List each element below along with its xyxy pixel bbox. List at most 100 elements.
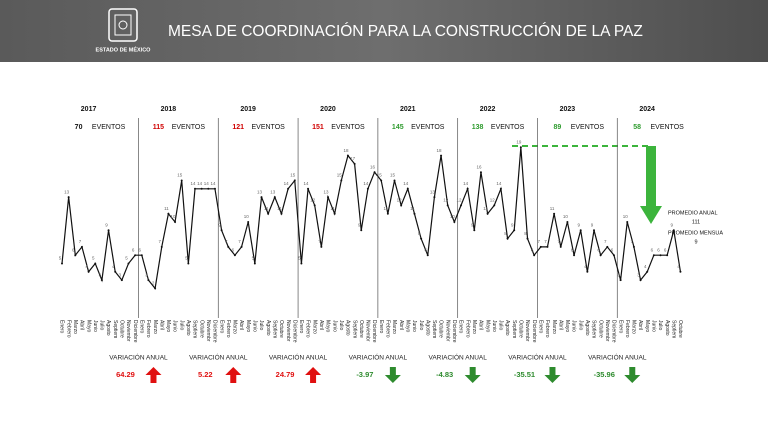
- value-label: 6: [597, 247, 600, 252]
- data-point: [440, 154, 443, 157]
- data-point: [140, 254, 143, 257]
- x-tick-label: Septiem: [511, 320, 517, 338]
- value-label: 15: [290, 173, 296, 178]
- data-point: [632, 245, 635, 248]
- data-point: [287, 187, 290, 190]
- arrow-up: [145, 367, 162, 383]
- value-label: 9: [671, 222, 674, 227]
- data-point: [167, 212, 170, 215]
- x-tick-label: Mayo: [644, 320, 650, 332]
- value-label: 7: [158, 239, 161, 244]
- x-tick-label: Noviembr: [365, 320, 371, 342]
- data-point: [433, 196, 436, 199]
- data-point: [646, 270, 649, 273]
- data-point: [413, 212, 416, 215]
- year-label: 2023: [560, 106, 576, 113]
- variation-value: -4.83: [436, 370, 453, 379]
- value-label: 6: [424, 247, 427, 252]
- x-tick-label: Julio: [657, 320, 663, 331]
- value-label: 14: [284, 181, 290, 186]
- x-tick-label: Agosto: [345, 320, 351, 336]
- data-point: [154, 287, 157, 290]
- value-label: 3: [145, 272, 148, 277]
- data-point: [666, 254, 669, 257]
- x-tick-label: Enero: [218, 320, 224, 334]
- value-label: 12: [310, 198, 316, 203]
- data-point: [260, 196, 263, 199]
- data-point: [373, 171, 376, 174]
- x-tick-label: Enero: [537, 320, 543, 334]
- year-label: 2017: [81, 106, 97, 113]
- data-point: [180, 179, 183, 182]
- data-point: [273, 196, 276, 199]
- variation-label: VARIACIÓN ANUAL: [349, 353, 408, 362]
- value-label: 14: [190, 181, 196, 186]
- value-label: 6: [664, 247, 667, 252]
- value-label: 16: [370, 164, 376, 169]
- value-label: 11: [277, 206, 282, 211]
- value-label: 8: [418, 231, 421, 236]
- data-point: [380, 179, 383, 182]
- value-label: 5: [252, 256, 255, 261]
- data-point: [499, 187, 502, 190]
- data-point: [652, 254, 655, 257]
- data-point: [579, 229, 582, 232]
- value-label: 13: [270, 189, 276, 194]
- data-point: [280, 212, 283, 215]
- data-point: [240, 245, 243, 248]
- value-label: 6: [571, 247, 574, 252]
- data-point: [586, 270, 589, 273]
- x-tick-label: Mayo: [325, 320, 331, 332]
- data-point: [573, 254, 576, 257]
- data-point: [533, 254, 536, 257]
- data-point: [386, 212, 389, 215]
- x-tick-label: Abril: [318, 320, 324, 330]
- x-tick-label: Marzo: [232, 320, 238, 334]
- x-tick-label: Noviembr: [444, 320, 450, 342]
- x-tick-label: Septiem: [112, 320, 118, 338]
- x-tick-label: Diciembre: [451, 320, 457, 343]
- data-point: [626, 221, 629, 223]
- logo: [108, 8, 138, 42]
- data-point: [360, 229, 363, 232]
- value-label: 10: [171, 214, 177, 219]
- value-label: 12: [490, 198, 496, 203]
- average-value: 111: [692, 219, 700, 225]
- value-label: 6: [232, 247, 235, 252]
- value-label: 7: [538, 239, 541, 244]
- value-label: 11: [384, 206, 389, 211]
- value-label: 7: [631, 239, 634, 244]
- x-tick-label: Febrero: [65, 320, 71, 338]
- x-tick-label: Diciembre: [212, 320, 218, 343]
- value-label: 16: [476, 164, 482, 169]
- x-tick-label: Febrero: [464, 320, 470, 338]
- value-label: 18: [343, 148, 349, 153]
- value-label: 11: [264, 206, 269, 211]
- x-tick-label: Octubre: [358, 320, 364, 338]
- data-point: [67, 196, 70, 199]
- data-point: [639, 279, 642, 282]
- data-point: [506, 237, 509, 240]
- arrow-down: [624, 367, 641, 383]
- value-label: 2: [152, 281, 155, 286]
- x-tick-label: Enero: [378, 320, 384, 334]
- data-point: [207, 187, 210, 190]
- value-label: 15: [377, 173, 383, 178]
- x-tick-label: Octubre: [677, 320, 683, 338]
- value-label: 7: [557, 239, 560, 244]
- events-count: 145: [392, 124, 404, 131]
- data-point: [340, 179, 343, 182]
- x-tick-label: Febrero: [385, 320, 391, 338]
- x-tick-label: Agosto: [185, 320, 191, 336]
- value-label: 6: [531, 247, 534, 252]
- x-tick-label: Julio: [99, 320, 105, 331]
- value-label: 11: [410, 206, 415, 211]
- x-tick-label: Septiem: [192, 320, 198, 338]
- events-label: EVENTOS: [411, 124, 445, 131]
- variation-label: VARIACIÓN ANUAL: [189, 353, 248, 362]
- year-label: 2018: [161, 106, 177, 113]
- variation-value: 24.79: [276, 370, 295, 379]
- average-value: 9: [694, 239, 697, 245]
- data-point: [593, 229, 595, 232]
- data-point: [539, 245, 542, 248]
